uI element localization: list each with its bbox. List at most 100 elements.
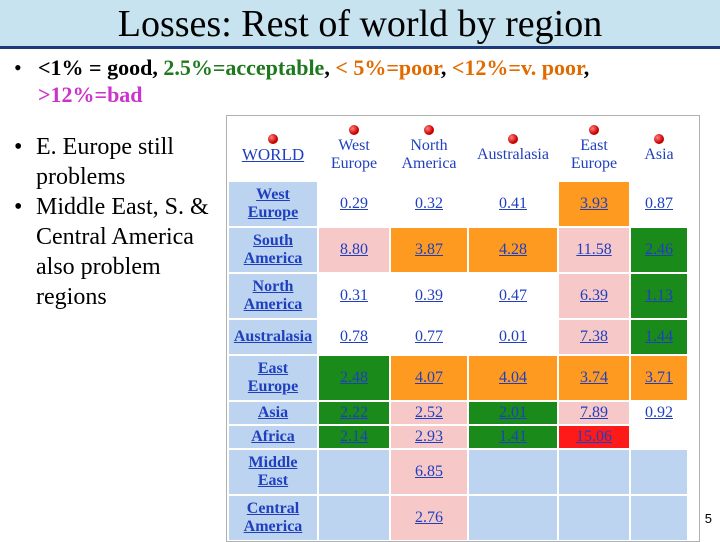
row-header[interactable]: Africa: [229, 426, 317, 448]
loss-cell[interactable]: 4.04: [469, 356, 557, 400]
loss-value[interactable]: 1.44: [645, 328, 673, 345]
row-header[interactable]: Middle East: [229, 450, 317, 494]
loss-value[interactable]: 0.78: [340, 328, 368, 345]
loss-value[interactable]: 11.58: [576, 241, 612, 258]
loss-cell[interactable]: 7.38: [559, 320, 629, 354]
loss-cell[interactable]: 0.41: [469, 182, 557, 226]
loss-cell[interactable]: 3.87: [391, 228, 467, 272]
loss-value[interactable]: 2.46: [645, 241, 673, 258]
loss-value[interactable]: 6.85: [415, 463, 443, 480]
loss-value[interactable]: 7.89: [580, 404, 608, 421]
row-header-label: West: [256, 186, 290, 203]
loss-cell: [469, 450, 557, 494]
loss-cell[interactable]: 2.52: [391, 402, 467, 424]
loss-cell[interactable]: 3.93: [559, 182, 629, 226]
loss-value[interactable]: 0.47: [499, 287, 527, 304]
loss-cell[interactable]: 3.71: [631, 356, 687, 400]
loss-cell[interactable]: 1.13: [631, 274, 687, 318]
loss-cell[interactable]: 15.06: [559, 426, 629, 448]
row-header-label: Europe: [247, 204, 299, 221]
loss-value[interactable]: 2.52: [415, 404, 443, 421]
loss-value[interactable]: 4.04: [499, 369, 527, 386]
loss-cell[interactable]: 0.87: [631, 182, 687, 226]
column-header-label: America: [401, 155, 457, 172]
loss-cell[interactable]: 4.07: [391, 356, 467, 400]
loss-value[interactable]: 4.28: [499, 241, 527, 258]
corner-label[interactable]: WORLD: [241, 144, 305, 164]
loss-cell[interactable]: 1.44: [631, 320, 687, 354]
column-header-label: Europe: [330, 155, 378, 172]
loss-cell[interactable]: 1.41: [469, 426, 557, 448]
loss-cell[interactable]: 0.39: [391, 274, 467, 318]
loss-cell[interactable]: 2.01: [469, 402, 557, 424]
loss-value[interactable]: 2.93: [415, 428, 443, 445]
row-header[interactable]: West Europe: [229, 182, 317, 226]
loss-cell[interactable]: 2.22: [319, 402, 389, 424]
loss-value[interactable]: 3.74: [580, 369, 608, 386]
loss-cell[interactable]: 4.28: [469, 228, 557, 272]
column-header-label: Asia: [644, 146, 674, 163]
loss-value[interactable]: 0.31: [340, 287, 368, 304]
column-header[interactable]: North America: [391, 118, 467, 180]
legend-very-poor: <12%=v. poor: [451, 55, 584, 80]
loss-value[interactable]: 1.41: [499, 428, 527, 445]
loss-cell[interactable]: 2.48: [319, 356, 389, 400]
loss-cell[interactable]: 2.76: [391, 496, 467, 540]
loss-cell[interactable]: 11.58: [559, 228, 629, 272]
column-header[interactable]: West Europe: [319, 118, 389, 180]
loss-value[interactable]: 0.87: [645, 195, 673, 212]
loss-cell[interactable]: 3.74: [559, 356, 629, 400]
row-header[interactable]: East Europe: [229, 356, 317, 400]
loss-cell[interactable]: 6.85: [391, 450, 467, 494]
column-header[interactable]: Australasia: [469, 118, 557, 180]
column-header[interactable]: East Europe: [559, 118, 629, 180]
loss-value[interactable]: 8.80: [340, 241, 368, 258]
legend-acceptable: 2.5%=acceptable: [163, 55, 325, 80]
loss-value[interactable]: 15.06: [576, 428, 612, 445]
loss-cell[interactable]: 8.80: [319, 228, 389, 272]
loss-value[interactable]: 3.93: [580, 195, 608, 212]
row-header[interactable]: North America: [229, 274, 317, 318]
column-header-label: Europe: [570, 155, 618, 172]
loss-cell[interactable]: 0.77: [391, 320, 467, 354]
loss-value[interactable]: 2.76: [415, 509, 443, 526]
loss-value[interactable]: 4.07: [415, 369, 443, 386]
row-header[interactable]: Central America: [229, 496, 317, 540]
loss-value[interactable]: 0.77: [415, 328, 443, 345]
row-header[interactable]: South America: [229, 228, 317, 272]
row-header[interactable]: Asia: [229, 402, 317, 424]
column-header-label: West: [338, 137, 370, 154]
column-header[interactable]: Asia: [631, 118, 687, 180]
loss-value[interactable]: 2.01: [499, 404, 527, 421]
loss-value[interactable]: 7.38: [580, 328, 608, 345]
loss-value[interactable]: 3.87: [415, 241, 443, 258]
row-header-label: Asia: [257, 404, 289, 421]
loss-value[interactable]: 3.71: [645, 369, 673, 386]
loss-cell[interactable]: 2.14: [319, 426, 389, 448]
loss-value[interactable]: 0.29: [340, 195, 368, 212]
loss-cell[interactable]: 0.47: [469, 274, 557, 318]
loss-cell[interactable]: 7.89: [559, 402, 629, 424]
loss-cell[interactable]: 0.01: [469, 320, 557, 354]
loss-cell[interactable]: 6.39: [559, 274, 629, 318]
loss-value[interactable]: 0.41: [499, 195, 527, 212]
loss-cell[interactable]: 0.31: [319, 274, 389, 318]
loss-value[interactable]: 2.22: [340, 404, 368, 421]
loss-cell[interactable]: 0.32: [391, 182, 467, 226]
slide-title: Losses: Rest of world by region: [117, 3, 603, 45]
loss-cell[interactable]: 0.29: [319, 182, 389, 226]
loss-value[interactable]: 0.92: [645, 404, 673, 421]
loss-value[interactable]: 6.39: [580, 287, 608, 304]
loss-value[interactable]: 2.48: [340, 369, 368, 386]
loss-value[interactable]: 2.14: [340, 428, 368, 445]
loss-cell[interactable]: 0.78: [319, 320, 389, 354]
loss-value[interactable]: 0.39: [415, 287, 443, 304]
loss-cell[interactable]: 0.92: [631, 402, 687, 424]
table-row: Middle East 6.85: [229, 450, 687, 494]
loss-value[interactable]: 1.13: [645, 287, 673, 304]
loss-cell[interactable]: 2.46: [631, 228, 687, 272]
loss-value[interactable]: 0.32: [415, 195, 443, 212]
row-header[interactable]: Australasia: [229, 320, 317, 354]
loss-cell[interactable]: 2.93: [391, 426, 467, 448]
loss-value[interactable]: 0.01: [499, 328, 527, 345]
